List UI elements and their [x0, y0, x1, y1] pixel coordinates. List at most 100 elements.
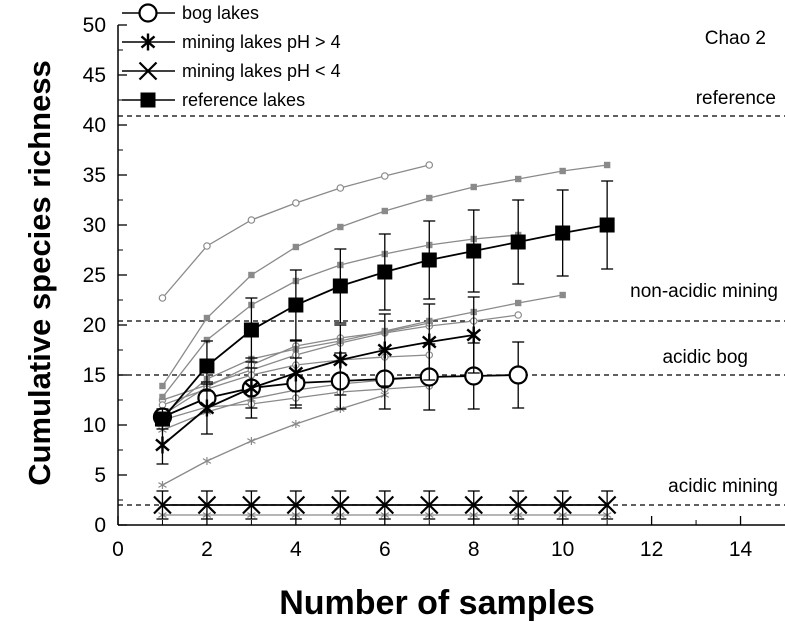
individual-point	[337, 223, 344, 231]
mean-point	[466, 243, 482, 259]
individual-point	[158, 481, 167, 489]
y-tick-label: 50	[83, 14, 106, 37]
mean-point	[199, 358, 215, 374]
mean-point	[464, 495, 484, 515]
y-tick-label: 15	[83, 364, 106, 387]
y-tick-label: 40	[83, 114, 106, 137]
x-tick-label: 12	[640, 538, 663, 561]
individual-point	[292, 199, 300, 207]
mean-point	[243, 322, 259, 338]
legend-marker	[140, 92, 156, 108]
individual-point	[559, 167, 566, 175]
individual-point	[247, 216, 256, 224]
y-tick-label: 5	[94, 464, 106, 487]
x-axis-title: Number of samples	[279, 584, 595, 622]
individual-point	[515, 299, 522, 307]
y-tick-label: 45	[83, 64, 106, 87]
mean-point	[375, 495, 395, 515]
mean-point	[555, 225, 571, 241]
mean-point	[199, 399, 215, 417]
y-tick-label: 0	[94, 514, 106, 537]
legend-marker	[140, 33, 156, 51]
reference-line-label: acidic mining	[668, 476, 778, 497]
mean-point	[553, 495, 572, 515]
reference-line-label: non-acidic mining	[630, 281, 778, 302]
mean-point	[421, 333, 437, 351]
legend-label: reference lakes	[182, 90, 305, 110]
individual-point	[380, 172, 389, 180]
legend-marker	[138, 61, 158, 81]
mean-point	[242, 495, 261, 515]
individual-point	[202, 457, 212, 465]
mean-point	[154, 411, 170, 427]
mean-point	[599, 217, 615, 233]
mean-curves	[152, 180, 617, 520]
x-tick-label: 2	[201, 538, 213, 561]
individual-point	[515, 175, 522, 183]
mean-point	[288, 297, 304, 313]
legend-label: bog lakes	[182, 3, 259, 23]
individual-point	[203, 242, 211, 250]
x-tick-label: 4	[290, 538, 302, 561]
individual-point	[203, 314, 211, 322]
x-tick-label: 0	[112, 538, 124, 561]
mean-point	[510, 234, 526, 250]
individual-point	[514, 311, 523, 319]
individual-point	[559, 291, 566, 299]
individual-point	[248, 271, 255, 279]
mean-point	[288, 364, 304, 382]
legend-label: mining lakes pH > 4	[182, 32, 341, 52]
individual-point	[603, 161, 611, 169]
mean-curve	[161, 334, 474, 446]
mean-point	[332, 278, 348, 294]
legend-marker	[138, 3, 158, 23]
mean-point	[155, 436, 170, 454]
individual-point	[291, 420, 301, 428]
y-tick-label: 25	[83, 264, 106, 287]
individual-point	[470, 183, 477, 191]
reference-line-label: acidic bog	[662, 347, 748, 368]
individual-point	[336, 184, 345, 192]
individual-curve	[162, 294, 563, 416]
individual-point	[158, 401, 167, 409]
y-axis-title: Cumulative species richness	[22, 60, 57, 486]
x-tick-label: 8	[468, 538, 480, 561]
reference-lines: reference non-acidic mining acidic bog acid…	[118, 88, 785, 506]
individual-point	[425, 161, 434, 169]
individual-curve	[162, 394, 385, 486]
mean-point	[508, 365, 528, 385]
mean-point	[333, 351, 348, 369]
individual-point	[426, 194, 433, 202]
mean-point	[286, 495, 306, 515]
legend: bog lakes mining lakes pH > 4 mining lakes…	[122, 3, 341, 110]
individual-point	[159, 393, 166, 401]
x-tick-label: 14	[729, 538, 753, 561]
axes: 0 5 10 15 20 25 30 35 40 45 50 0 2 4 6 8 10 12 14	[83, 14, 785, 561]
individual-point	[381, 207, 388, 215]
y-tick-label: 35	[83, 164, 106, 187]
individual-point	[203, 336, 211, 344]
mean-point	[377, 341, 393, 359]
x-tick-label: 10	[551, 538, 574, 561]
y-tick-label: 30	[83, 214, 106, 237]
individual-point	[158, 294, 167, 302]
mean-point	[466, 326, 482, 344]
mean-point	[508, 495, 528, 515]
chart-title: Chao 2	[705, 28, 766, 49]
mean-point	[244, 379, 259, 397]
individual-point	[247, 437, 256, 445]
mean-point	[197, 495, 217, 515]
individual-point	[159, 382, 166, 390]
x-tick-label: 6	[379, 538, 391, 561]
legend-label: mining lakes pH < 4	[182, 61, 341, 81]
reference-line-label: reference	[696, 88, 776, 109]
individual-point	[292, 243, 300, 251]
mean-point	[153, 495, 172, 515]
mean-point	[377, 264, 393, 280]
mean-point	[331, 495, 350, 515]
y-tick-label: 10	[83, 414, 106, 437]
mean-point	[419, 495, 439, 515]
mean-point	[421, 252, 437, 268]
mean-point	[597, 495, 617, 515]
